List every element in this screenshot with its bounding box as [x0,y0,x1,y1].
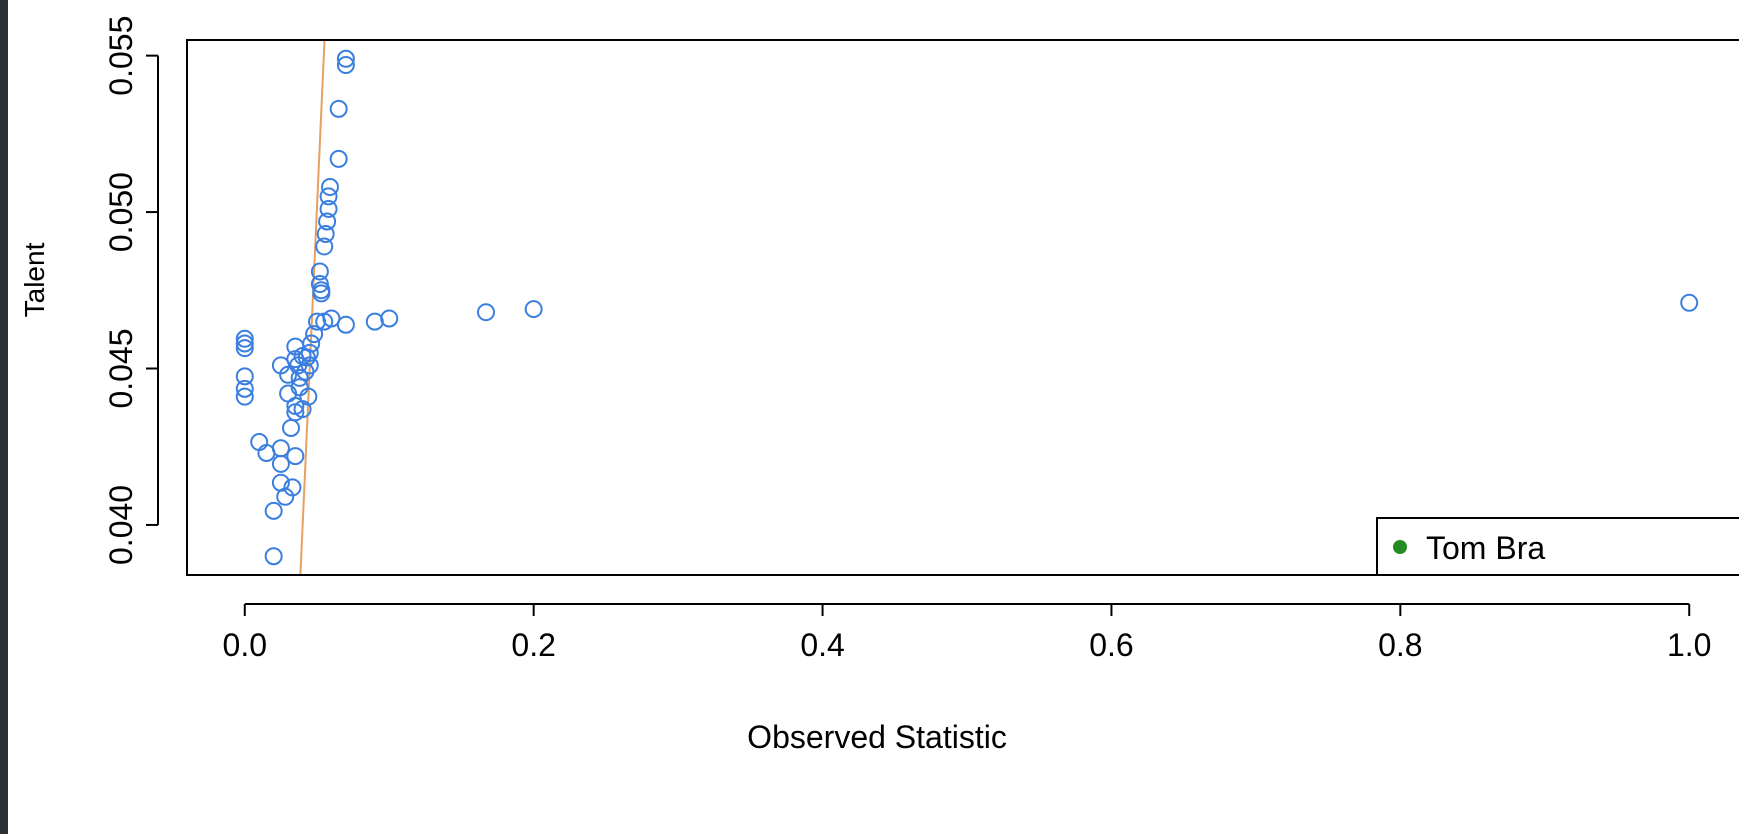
data-point [286,447,305,466]
data-point [319,187,338,206]
x-axis: 0.0 0.2 0.4 0.6 0.8 1.0 [223,603,1711,663]
data-point [305,325,324,344]
data-point [310,262,329,281]
data-point [235,379,254,398]
plot-frame [186,39,1739,576]
data-point [319,199,338,218]
data-point [283,478,302,497]
data-point [329,149,348,168]
data-point [312,281,331,300]
data-point [321,178,339,197]
legend-label: Tom Bra [1426,530,1545,566]
data-point [336,56,355,75]
data-point [264,547,283,566]
fit-line-layer [299,39,326,576]
scatter-chart: 0.0 0.2 0.4 0.6 0.8 1.0 0.0400.0450.0500.055 … [19,16,1739,755]
points-layer [235,49,1699,566]
y-tick-label: 0.045 [103,328,139,408]
data-point [235,339,254,358]
data-point [271,454,290,473]
y-axis: 0.040 0.045 0.050 0.055 [103,16,159,565]
x-tick-label: 0.0 [223,627,267,663]
legend-marker [1393,540,1407,554]
data-point [235,334,254,353]
data-point [282,418,300,437]
data-point [300,343,319,362]
y-tick-label: 0.055 [103,16,139,96]
data-point [336,315,355,334]
data-point [235,387,254,406]
data-point [279,365,298,384]
data-point [477,303,495,322]
x-axis-label: Observed Statistic [747,719,1007,755]
y-axis-label: Talent [19,242,50,317]
data-point [290,368,309,387]
data-point [318,212,337,231]
data-point [299,387,318,406]
data-point [1680,293,1699,312]
x-tick-label: 0.6 [1089,627,1133,663]
y-tick-label: 0.040 [103,485,139,565]
data-point [380,309,399,328]
x-tick-label: 0.4 [800,627,844,663]
fit-line [299,39,326,576]
data-point [365,312,384,331]
data-point [315,237,334,256]
data-point [235,329,254,348]
data-point [302,334,321,353]
data-point [524,300,543,319]
data-point [235,367,254,386]
data-point [264,501,283,520]
data-point [329,99,348,118]
data-point [336,49,355,68]
legend-box [1376,517,1739,576]
data-point [300,356,319,375]
data-point [271,439,290,458]
legend: Tom Bra [1376,517,1739,576]
plot-panel: 0.0 0.2 0.4 0.6 0.8 1.0 0.040 0.045 0.050 0.055 … [8,0,1739,834]
y-tick-label: 0.050 [103,172,139,252]
data-point [316,224,335,243]
x-tick-label: 1.0 [1667,627,1711,663]
data-point [310,275,329,294]
x-tick-label: 0.2 [511,627,555,663]
x-tick-label: 0.8 [1378,627,1422,663]
